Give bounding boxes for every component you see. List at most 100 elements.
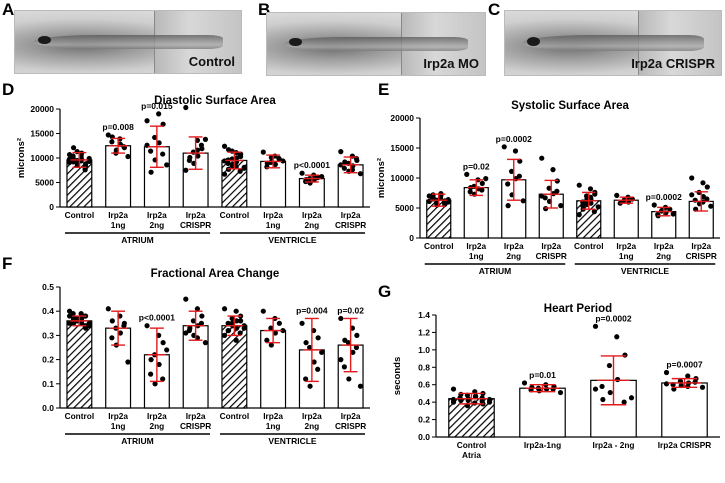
chart-d-category-label: Irp2a bbox=[108, 210, 128, 220]
chart-f-point bbox=[268, 325, 274, 331]
chart-f-point bbox=[234, 325, 240, 331]
chart-f-point bbox=[105, 306, 111, 312]
chart-e-point bbox=[508, 168, 515, 174]
chart-f-ytick-label: 0.0 bbox=[42, 403, 54, 413]
chart-g-ytick-label: 0.2 bbox=[418, 415, 430, 425]
chart-g-point bbox=[614, 334, 620, 340]
chart-f-ytick-label: 0.3 bbox=[42, 330, 54, 340]
chart-d-point bbox=[272, 161, 278, 167]
chart-e-group-label: ATRIUM bbox=[479, 266, 511, 276]
chart-g-bar bbox=[448, 398, 495, 438]
chart-e-point bbox=[591, 209, 597, 215]
chart-g-ytick-label: 1.4 bbox=[418, 310, 430, 320]
chart-d-point bbox=[338, 162, 344, 168]
chart-f-point bbox=[341, 364, 347, 370]
chart-d-category-sublabel: CRISPR bbox=[335, 220, 366, 230]
chart-e-point bbox=[539, 155, 545, 161]
chart-f-point bbox=[148, 371, 154, 377]
chart-f-point bbox=[148, 357, 154, 363]
chart-f-point bbox=[160, 376, 166, 382]
chart-d-point bbox=[299, 170, 305, 176]
chart-d-point bbox=[357, 171, 364, 177]
chart-g-point bbox=[685, 373, 691, 379]
chart-g-category-label: Control bbox=[457, 440, 487, 450]
chart-g-point bbox=[486, 399, 493, 405]
chart-e-category-sublabel: CRISPR bbox=[536, 251, 567, 261]
chart-e-category-label: Irp2a bbox=[691, 241, 711, 251]
chart-g-category-label: Irp2a - 2ng bbox=[593, 440, 635, 450]
chart-g-ytick-label: 0.0 bbox=[418, 432, 430, 442]
chart-f-point bbox=[125, 359, 131, 365]
chart-d-point bbox=[276, 155, 282, 162]
chart-f-point bbox=[225, 327, 231, 334]
chart-e-category-label: Control bbox=[574, 241, 604, 251]
chart-f-point bbox=[198, 320, 205, 326]
chart-e-point bbox=[467, 189, 473, 195]
chart-f-point bbox=[156, 361, 162, 368]
chart-f-point bbox=[79, 320, 85, 326]
chart-g-category-sublabel: Atria bbox=[462, 450, 481, 460]
chart-f-point bbox=[260, 308, 266, 314]
chart-e-category-label: Irp2a bbox=[654, 241, 674, 251]
chart-f-point bbox=[221, 332, 228, 338]
chart-g-category-label: Irp2a-1ng bbox=[524, 440, 561, 450]
chart-f-point bbox=[190, 318, 196, 324]
chart-f-point bbox=[237, 330, 243, 336]
chart-e-category-label: Control bbox=[424, 241, 454, 251]
chart-f-point bbox=[78, 311, 84, 317]
chart-d-point bbox=[125, 153, 131, 160]
chart-g-ytick-label: 0.6 bbox=[418, 380, 430, 390]
chart-g-pvalue: p=0.01 bbox=[529, 370, 556, 380]
chart-d-point bbox=[109, 139, 115, 145]
chart-f-point bbox=[160, 340, 166, 346]
chart-f-point bbox=[109, 318, 115, 324]
panel-letter-a: A bbox=[2, 0, 15, 19]
chart-g-ytick-label: 1.0 bbox=[418, 345, 430, 355]
chart-g-category-label: Irp2a CRISPR bbox=[658, 440, 711, 450]
chart-g-point bbox=[621, 399, 627, 405]
chart-d-point bbox=[237, 168, 243, 174]
chart-f-point bbox=[280, 327, 286, 334]
chart-f-point bbox=[338, 357, 344, 363]
chart-f-ytick-label: 0.1 bbox=[42, 379, 54, 389]
chart-d-category-label: Irp2a bbox=[341, 210, 361, 220]
chart-e-category-sublabel: 1ng bbox=[469, 251, 484, 261]
chart-g-ytick-label: 0.4 bbox=[418, 397, 430, 407]
chart-e-category-sublabel: 1ng bbox=[619, 251, 634, 261]
chart-f-point bbox=[315, 366, 321, 372]
panel-letter-f: F bbox=[2, 254, 13, 273]
chart-d-ylabel: microns² bbox=[16, 138, 27, 178]
chart-g-ytick-label: 1.2 bbox=[418, 327, 430, 337]
chart-f-ytick-label: 0.2 bbox=[42, 355, 54, 365]
chart-f-point bbox=[233, 337, 239, 343]
chart-d-point bbox=[148, 169, 154, 175]
chart-f-point bbox=[121, 323, 127, 329]
panel-letter-g: G bbox=[378, 282, 392, 301]
chart-f-category-label: Irp2a bbox=[341, 411, 361, 421]
chart-g-point bbox=[692, 379, 698, 385]
chart-e-group-label: VENTRICLE bbox=[621, 266, 670, 276]
chart-d-point bbox=[221, 143, 228, 149]
irp2a-mo-embryo-image: Irp2a MO bbox=[266, 12, 486, 76]
chart-d-title: Diastolic Surface Area bbox=[154, 95, 276, 107]
chart-e-point bbox=[501, 144, 507, 150]
photo-caption-crispr: Irp2a CRISPR bbox=[631, 56, 715, 71]
chart-d-category-sublabel: 2ng bbox=[304, 220, 319, 230]
chart-g-ytick-label: 0.8 bbox=[418, 362, 430, 372]
chart-g-point bbox=[458, 391, 464, 397]
chart-e-point bbox=[512, 148, 519, 154]
chart-f-point bbox=[86, 323, 92, 329]
photo-caption-control: Control bbox=[188, 54, 235, 69]
chart-g-point bbox=[521, 380, 528, 386]
chart-e-pvalue: p=0.0002 bbox=[496, 134, 532, 144]
chart-e-ytick-label: 10000 bbox=[390, 173, 414, 183]
chart-d-point bbox=[338, 149, 344, 155]
chart-f-point bbox=[144, 323, 150, 329]
chart-e-point bbox=[516, 173, 522, 179]
chart-e-point bbox=[479, 187, 485, 193]
chart-g-point bbox=[450, 386, 457, 392]
chart-e-point bbox=[704, 196, 710, 202]
chart-f-point bbox=[342, 337, 348, 343]
chart-f-point bbox=[353, 344, 360, 351]
